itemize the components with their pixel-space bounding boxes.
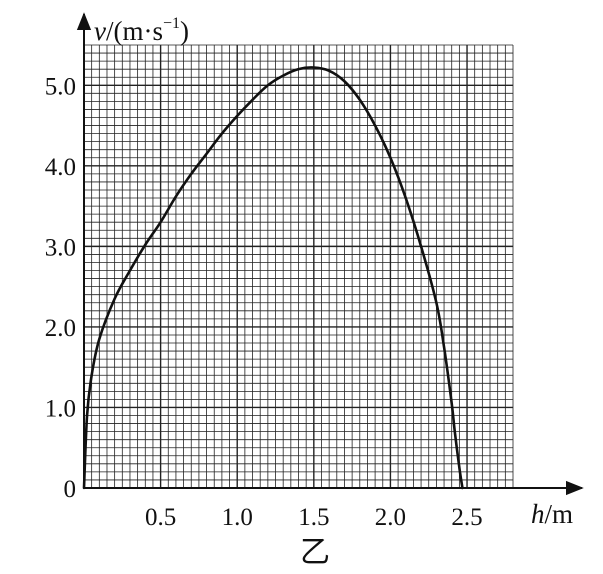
x-tick-label: 2.0: [375, 504, 406, 531]
x-tick-label: 2.5: [451, 504, 482, 531]
y-tick-label: 2.0: [45, 315, 76, 342]
y-tick-label: 0: [64, 476, 77, 503]
y-tick-labels: 0 1.0 2.0 3.0 4.0 5.0: [45, 73, 76, 503]
y-tick-label: 1.0: [45, 395, 76, 422]
x-tick-label: 1.5: [298, 504, 329, 531]
y-tick-label: 3.0: [45, 234, 76, 261]
y-tick-label: 5.0: [45, 73, 76, 100]
grid: [83, 44, 514, 489]
figure-caption: 乙: [300, 535, 330, 570]
x-tick-labels: 0.5 1.0 1.5 2.0 2.5: [145, 504, 483, 531]
y-axis-label: v/(m·s−1): [94, 15, 189, 46]
y-tick-label: 4.0: [45, 154, 76, 181]
series-line: [82, 66, 464, 490]
x-tick-label: 1.0: [222, 504, 253, 531]
x-axis-label: h/m: [531, 499, 573, 529]
x-tick-label: 0.5: [145, 504, 176, 531]
series-group: [82, 66, 464, 490]
